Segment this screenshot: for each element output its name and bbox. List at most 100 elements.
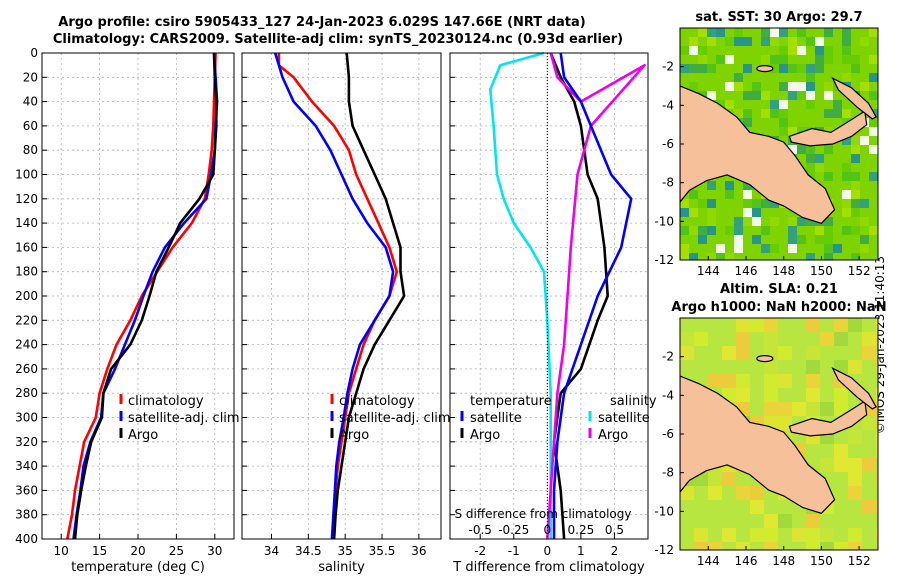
sst-data-cell [680,46,689,55]
sst-data-cell [797,46,806,55]
sst-land-new-guinea [680,85,836,224]
sst-data-cell [734,226,743,235]
salinity-tick-label: 35.5 [369,544,396,558]
sla-data-cell [848,318,862,332]
sst-data-cell [842,55,851,64]
sst-data-cell [788,235,797,244]
depth-tick-label: 20 [23,70,38,84]
depth-tick-label: 220 [15,313,38,327]
depth-tick-label: 380 [15,508,38,522]
sst-data-cell [851,181,860,190]
sst-data-cell [779,64,788,73]
sla-data-cell [848,528,862,542]
sla-data-cell [876,346,878,360]
sst-data-cell [842,136,851,145]
salinity-tick-label: 34 [264,544,279,558]
sla-data-cell [764,318,778,332]
sla-data-cell [876,444,878,458]
sst-data-cell [806,82,815,91]
sla-data-cell [876,318,878,332]
sla-data-cell [834,332,848,346]
sla-data-cell [792,528,806,542]
tdiff-tick-label: -2 [474,544,486,558]
sst-data-cell [743,37,752,46]
salinity-tick-label: 35 [338,544,353,558]
sst-data-cell [707,208,716,217]
sla-lat-label: -6 [662,427,674,441]
series-line-argo [73,52,218,540]
sst-data-cell [761,244,770,253]
sst-data-cell [770,199,779,208]
sst-data-cell [689,64,698,73]
sst-data-cell [779,55,788,64]
sla-data-cell [764,528,778,542]
sla-data-cell [862,458,876,472]
sst-data-cell [860,244,869,253]
sst-data-cell [698,28,707,37]
sst-map-content [680,28,878,260]
sst-data-cell [761,199,770,208]
sst-data-cell [779,46,788,55]
sst-data-cell [698,55,707,64]
sla-data-cell [778,402,792,416]
sst-data-cell [725,55,734,64]
sst-data-cell [869,28,878,37]
tdiff-axis-label: T difference from climatology [452,560,645,575]
sst-data-cell [806,163,815,172]
tdiff-tick-label: 1 [577,544,585,558]
sst-data-cell [869,91,878,100]
sst-data-cell [806,64,815,73]
sst-data-cell [752,199,761,208]
sst-data-cell [698,235,707,244]
depth-tick-label: 240 [15,338,38,352]
sla-data-cell [848,486,862,500]
sdiff-tick-label: 0 [544,523,552,537]
sla-data-cell [848,430,862,444]
sst-data-cell [770,55,779,64]
sla-data-cell [778,514,792,528]
depth-tick-label: 40 [23,95,38,109]
sst-data-cell [860,217,869,226]
sst-lon-label: 150 [810,264,833,278]
sst-lat-label: -2 [662,60,674,74]
sst-data-cell [770,109,779,118]
diff-legend-title-temperature: temperature [470,394,552,409]
sst-data-cell [824,28,833,37]
sst-data-cell [743,118,752,127]
sst-data-cell [851,199,860,208]
sla-data-cell [764,402,778,416]
sla-lon-label: 146 [735,554,758,568]
sla-map-title-line1: Altim. SLA: 0.21 [720,282,838,297]
sst-data-cell [842,109,851,118]
sdiff-tick-label: -0.25 [498,523,529,537]
sla-data-cell [834,444,848,458]
sst-data-cell [743,181,752,190]
sla-data-cell [834,458,848,472]
sla-data-cell [764,332,778,346]
sst-data-cell [707,199,716,208]
sla-data-cell [708,486,722,500]
sst-data-cell [725,181,734,190]
sst-data-cell [788,217,797,226]
sst-data-cell [824,253,833,260]
depth-tick-label: 100 [15,168,38,182]
depth-tick-label: 340 [15,459,38,473]
sst-data-cell [707,181,716,190]
sla-data-cell [722,528,736,542]
sla-data-cell [764,360,778,374]
diff-legend-label: Argo [470,428,500,443]
sla-data-cell [750,318,764,332]
salinity-axis-label: salinity [318,560,365,575]
plot-frame [241,52,442,540]
depth-tick-label: 200 [15,289,38,303]
sla-data-cell [862,332,876,346]
sst-data-cell [815,154,824,163]
figure-title-line2: Climatology: CARS2009. Satellite-adj cli… [52,32,624,47]
salinity-legend-label: Argo [339,428,369,443]
depth-tick-label: 80 [23,143,38,157]
sla-data-cell [848,472,862,486]
sla-data-cell [694,332,708,346]
sdiff-axis-label: S difference from climatology [455,507,632,521]
plot-frame [41,52,235,540]
sst-data-cell [824,91,833,100]
